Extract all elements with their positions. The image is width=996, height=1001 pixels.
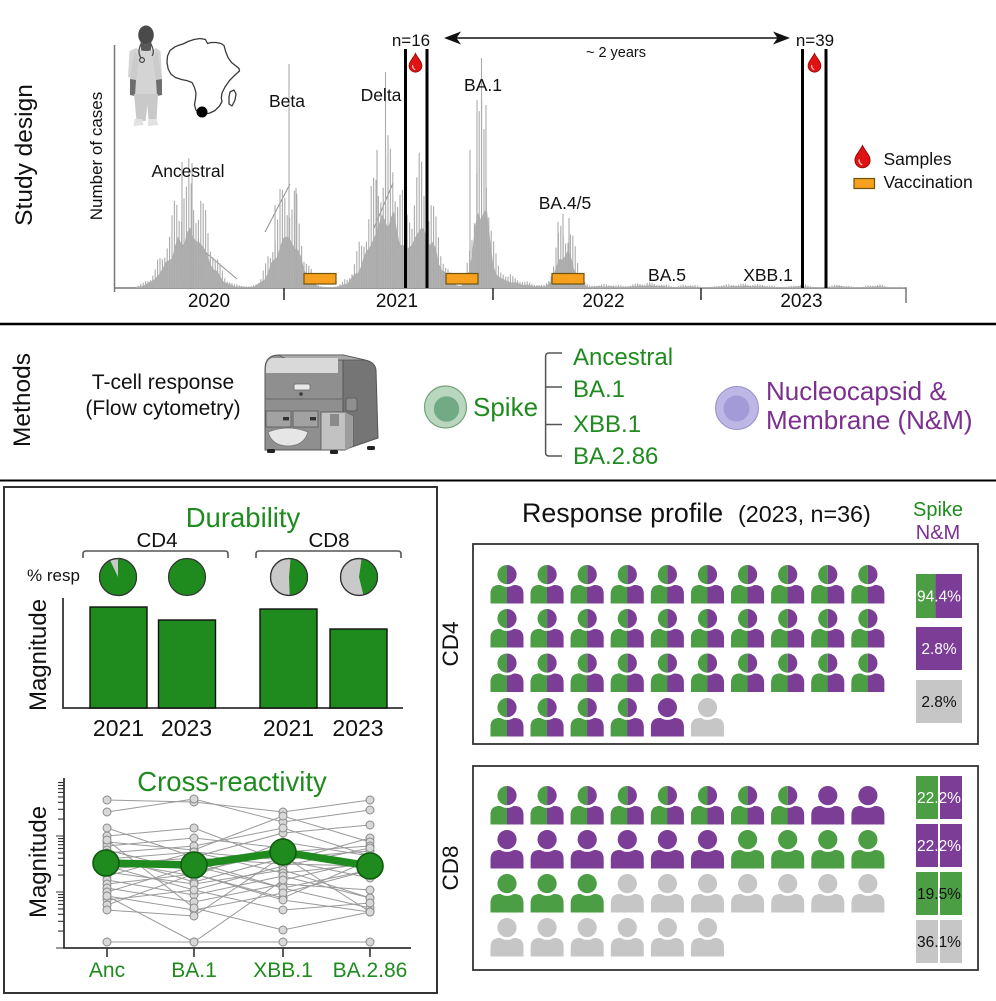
svg-text:2021: 2021 [263, 715, 314, 741]
svg-text:Methods: Methods [9, 353, 36, 447]
svg-text:2023: 2023 [780, 291, 822, 312]
svg-text:Cross-reactivity: Cross-reactivity [137, 766, 327, 797]
svg-text:Durability: Durability [186, 502, 301, 533]
svg-text:2021: 2021 [376, 291, 418, 312]
svg-text:2020: 2020 [188, 291, 230, 312]
svg-text:Spike: Spike [473, 392, 538, 422]
svg-text:2.8%: 2.8% [921, 694, 957, 711]
svg-text:Magnitude: Magnitude [25, 806, 52, 918]
svg-text:Magnitude: Magnitude [25, 599, 52, 711]
svg-text:~ 2 years: ~ 2 years [586, 45, 646, 61]
svg-text:2023: 2023 [161, 715, 212, 741]
svg-text:Vaccination: Vaccination [884, 172, 973, 192]
svg-text:(2023, n=36): (2023, n=36) [738, 501, 871, 527]
svg-text:22.2%: 22.2% [917, 838, 961, 855]
svg-text:19.5%: 19.5% [917, 886, 961, 903]
svg-text:% resp: % resp [27, 566, 80, 585]
svg-text:Ancestral: Ancestral [152, 161, 225, 181]
svg-text:94.4%: 94.4% [917, 589, 961, 606]
svg-text:Spike: Spike [913, 499, 963, 521]
svg-text:(Flow cytometry): (Flow cytometry) [85, 397, 240, 420]
svg-text:22.2%: 22.2% [917, 790, 961, 807]
svg-text:Beta: Beta [269, 91, 305, 111]
svg-text:Membrane (N&M): Membrane (N&M) [766, 405, 973, 435]
svg-text:BA.5: BA.5 [648, 265, 686, 285]
svg-text:BA.2.86: BA.2.86 [333, 959, 408, 982]
svg-text:Study design: Study design [11, 84, 38, 226]
svg-text:36.1%: 36.1% [917, 934, 961, 951]
svg-text:T-cell response: T-cell response [92, 371, 234, 394]
svg-text:Samples: Samples [884, 149, 952, 169]
svg-text:N&M: N&M [916, 522, 960, 544]
svg-text:CD8: CD8 [438, 845, 463, 890]
svg-text:CD4: CD4 [438, 621, 463, 666]
svg-text:Nucleocapsid &: Nucleocapsid & [766, 376, 947, 406]
svg-text:2022: 2022 [582, 291, 624, 312]
svg-text:BA.4/5: BA.4/5 [539, 193, 592, 213]
svg-text:2023: 2023 [332, 715, 383, 741]
svg-text:Response profile: Response profile [522, 498, 723, 528]
svg-text:BA.1: BA.1 [573, 376, 625, 403]
svg-text:XBB.1: XBB.1 [253, 959, 313, 982]
svg-text:XBB.1: XBB.1 [743, 265, 793, 285]
svg-text:CD8: CD8 [308, 529, 349, 552]
svg-text:n=16: n=16 [392, 31, 430, 50]
svg-text:2.8%: 2.8% [921, 641, 957, 658]
svg-text:n=39: n=39 [796, 31, 834, 50]
svg-text:Number of cases: Number of cases [87, 92, 106, 221]
svg-text:BA.1: BA.1 [171, 959, 217, 982]
svg-text:CD4: CD4 [136, 529, 177, 552]
svg-text:BA.2.86: BA.2.86 [573, 443, 658, 470]
svg-text:Ancestral: Ancestral [573, 344, 673, 371]
svg-text:BA.1: BA.1 [464, 75, 502, 95]
svg-text:Delta: Delta [361, 85, 402, 105]
svg-text:XBB.1: XBB.1 [573, 411, 641, 438]
svg-text:Anc: Anc [89, 959, 125, 982]
svg-text:2021: 2021 [93, 715, 144, 741]
